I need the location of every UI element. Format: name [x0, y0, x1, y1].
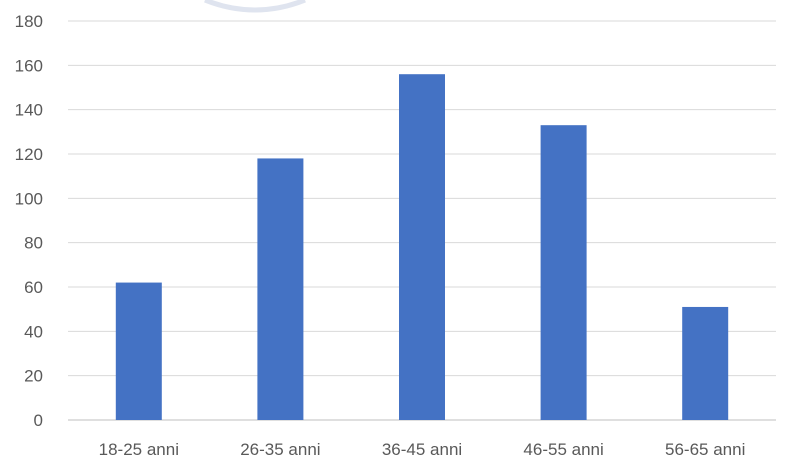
y-tick-label: 180 — [15, 12, 43, 31]
watermark-logo-arc — [204, 0, 306, 13]
y-tick-label: 160 — [15, 56, 43, 75]
bar-46-55-anni — [540, 125, 587, 420]
x-category-label: 18-25 anni — [99, 440, 179, 459]
y-tick-label: 60 — [24, 278, 43, 297]
y-tick-label: 80 — [24, 234, 43, 253]
x-category-label: 26-35 anni — [240, 440, 320, 459]
bars — [115, 74, 729, 420]
y-tick-label: 40 — [24, 322, 43, 341]
y-axis-tick-labels: 0 20 40 60 80 100 120 140 160 180 — [15, 12, 43, 430]
y-tick-label: 100 — [15, 189, 43, 208]
x-category-label: 36-45 anni — [382, 440, 462, 459]
y-tick-label: 0 — [34, 411, 43, 430]
x-category-label: 46-55 anni — [523, 440, 603, 459]
bar-36-45-anni — [399, 74, 445, 420]
bar-26-35-anni — [257, 158, 304, 420]
y-tick-label: 120 — [15, 145, 43, 164]
y-tick-label: 140 — [15, 101, 43, 120]
y-tick-label: 20 — [24, 367, 43, 386]
bar-56-65-anni — [682, 306, 729, 420]
x-axis-category-labels: 18-25 anni 26-35 anni 36-45 anni 46-55 anni… — [99, 440, 746, 459]
x-category-label: 56-65 anni — [665, 440, 745, 459]
bar-18-25-anni — [115, 282, 162, 420]
